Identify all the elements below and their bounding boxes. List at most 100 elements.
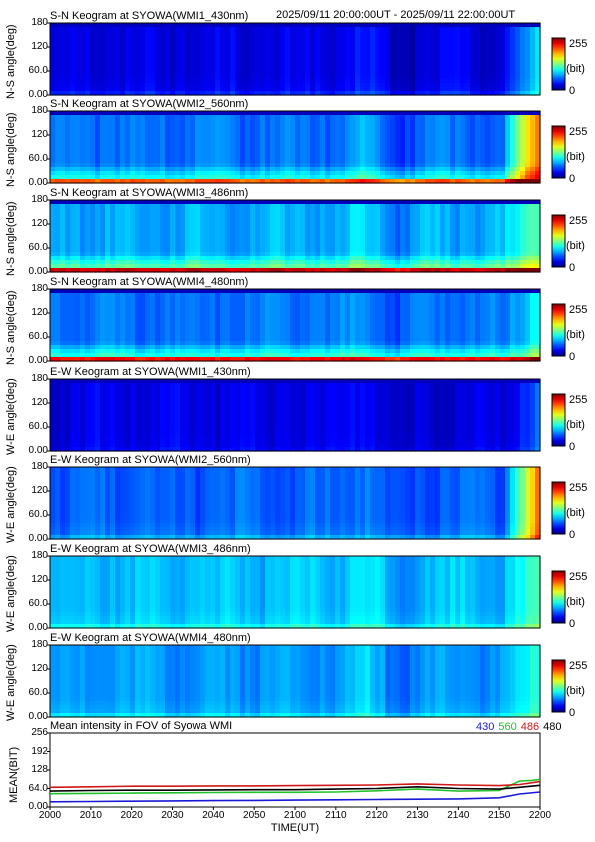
keogram-cell xyxy=(510,147,516,152)
keogram-cell xyxy=(300,224,306,229)
keogram-cell xyxy=(440,135,446,140)
keogram-cell xyxy=(295,83,301,88)
keogram-cell xyxy=(340,119,346,124)
keogram-cell xyxy=(155,268,161,273)
keogram-cell xyxy=(395,115,401,120)
keogram-cell xyxy=(125,159,131,164)
keogram-cell xyxy=(265,224,271,229)
keogram-cell xyxy=(160,39,166,44)
keogram-cell xyxy=(95,260,101,265)
keogram-cell xyxy=(410,111,416,116)
keogram-cell xyxy=(95,139,101,144)
keogram-cell xyxy=(270,171,276,176)
keogram-cell xyxy=(200,127,206,132)
keogram-cell xyxy=(490,67,496,72)
keogram-cell xyxy=(165,111,171,116)
keogram-cell xyxy=(355,171,361,176)
keogram-cell xyxy=(145,131,151,136)
keogram-cell xyxy=(275,135,281,140)
keogram-cell xyxy=(225,135,231,140)
keogram-cell xyxy=(395,127,401,132)
keogram-cell xyxy=(120,51,126,56)
keogram-cell xyxy=(345,256,351,261)
keogram-cell xyxy=(285,47,291,52)
keogram-cell xyxy=(485,139,491,144)
keogram-cell xyxy=(315,220,321,225)
keogram-cell xyxy=(375,220,381,225)
keogram-cell xyxy=(55,67,61,72)
keogram-cell xyxy=(480,23,486,28)
keogram-cell xyxy=(300,151,306,156)
keogram-cell xyxy=(420,155,426,160)
keogram-cell xyxy=(315,224,321,229)
keogram-cell xyxy=(120,123,126,128)
keogram-cell xyxy=(215,131,221,136)
keogram-cell xyxy=(355,167,361,172)
keogram-cell xyxy=(290,135,296,140)
keogram-cell xyxy=(290,163,296,168)
keogram-cell xyxy=(335,248,341,253)
keogram-cell xyxy=(90,224,96,229)
keogram-cell xyxy=(85,131,91,136)
keogram-cell xyxy=(280,47,286,52)
keogram-cell xyxy=(330,123,336,128)
keogram-cell xyxy=(525,167,531,172)
keogram-cell xyxy=(385,91,391,96)
keogram-cell xyxy=(225,224,231,229)
keogram-cell xyxy=(300,83,306,88)
keogram-cell xyxy=(305,179,311,184)
keogram-cell xyxy=(505,115,511,120)
keogram-cell xyxy=(295,59,301,64)
keogram-cell xyxy=(435,111,441,116)
keogram-cell xyxy=(355,131,361,136)
keogram-cell xyxy=(295,155,301,160)
keogram-cell xyxy=(80,27,86,32)
keogram-cell xyxy=(360,179,366,184)
keogram-cell xyxy=(455,87,461,92)
keogram-cell xyxy=(80,268,86,273)
keogram-cell xyxy=(50,179,56,184)
keogram-cell xyxy=(270,59,276,64)
keogram-cell xyxy=(340,59,346,64)
keogram-cell xyxy=(530,67,536,72)
keogram-cell xyxy=(245,260,251,265)
keogram-cell xyxy=(365,171,371,176)
keogram-cell xyxy=(415,87,421,92)
keogram-cell xyxy=(195,71,201,76)
keogram-cell xyxy=(230,79,236,84)
keogram-cell xyxy=(395,232,401,237)
keogram-cell xyxy=(370,224,376,229)
keogram-cell xyxy=(145,127,151,132)
keogram-cell xyxy=(380,232,386,237)
keogram-cell xyxy=(170,23,176,28)
keogram-cell xyxy=(95,27,101,32)
keogram-cell xyxy=(330,268,336,273)
keogram-cell xyxy=(255,47,261,52)
keogram-cell xyxy=(465,47,471,52)
keogram-cell xyxy=(455,79,461,84)
keogram-cell xyxy=(135,256,141,261)
keogram-cell xyxy=(130,212,136,217)
keogram-cell xyxy=(300,75,306,80)
keogram-cell xyxy=(390,71,396,76)
keogram-cell xyxy=(230,268,236,273)
keogram-cell xyxy=(245,212,251,217)
keogram-cell xyxy=(410,244,416,249)
colorbar-min-label: 0 xyxy=(569,618,576,630)
keogram-cell xyxy=(500,115,506,120)
keogram-cell xyxy=(150,179,156,184)
keogram-cell xyxy=(335,216,341,221)
keogram-cell xyxy=(230,260,236,265)
keogram-cell xyxy=(470,91,476,96)
keogram-cell xyxy=(240,260,246,265)
keogram-cell xyxy=(110,244,116,249)
keogram-cell xyxy=(475,87,481,92)
keogram-cell xyxy=(150,79,156,84)
keogram-cell xyxy=(520,115,526,120)
keogram-cell xyxy=(70,171,76,176)
keogram-cell xyxy=(60,236,66,241)
keogram-cell xyxy=(90,143,96,148)
keogram-cell xyxy=(55,79,61,84)
keogram-cell xyxy=(325,35,331,40)
keogram-cell xyxy=(215,127,221,132)
